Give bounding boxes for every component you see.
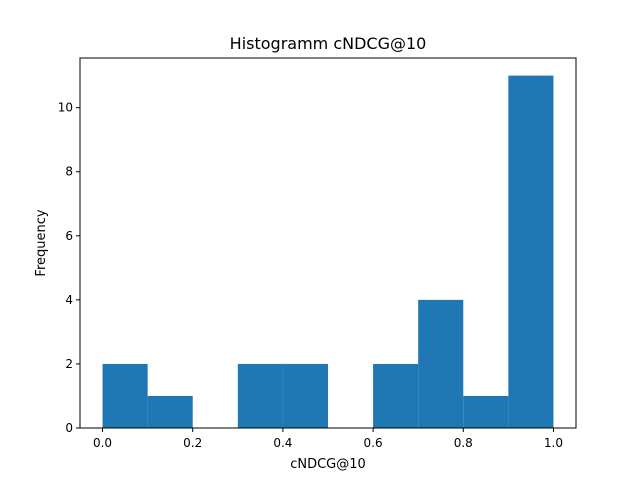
histogram-bar — [418, 299, 464, 428]
x-tick-label: 0.6 — [364, 436, 383, 450]
histogram-bar — [508, 75, 554, 428]
histogram-bar — [463, 395, 509, 428]
y-tick-label: 10 — [58, 101, 73, 115]
histogram-bar — [147, 395, 193, 428]
histogram-bar — [373, 363, 419, 428]
x-tick-label: 0.8 — [454, 436, 473, 450]
x-axis-label: cNDCG@10 — [290, 457, 366, 472]
y-tick-label: 4 — [65, 293, 73, 307]
bars-group — [102, 75, 554, 428]
histogram-bar — [102, 363, 148, 428]
y-tick-label: 8 — [65, 165, 73, 179]
x-axis-ticks: 0.0 0.2 0.4 0.6 0.8 1.0 — [93, 428, 563, 450]
chart-title: Histogramm cNDCG@10 — [230, 34, 427, 53]
y-tick-label: 2 — [65, 357, 73, 371]
histogram-bar — [237, 363, 283, 428]
x-tick-label: 1.0 — [544, 436, 563, 450]
y-axis-label: Frequency — [34, 209, 49, 276]
histogram-bar — [282, 363, 328, 428]
y-axis-ticks: 0 2 4 6 8 10 — [58, 101, 80, 435]
x-tick-label: 0.0 — [93, 436, 112, 450]
x-tick-label: 0.4 — [273, 436, 292, 450]
axes-frame — [79, 57, 577, 429]
x-tick-label: 0.2 — [183, 436, 202, 450]
y-tick-label: 6 — [65, 229, 73, 243]
y-tick-label: 0 — [65, 421, 73, 435]
